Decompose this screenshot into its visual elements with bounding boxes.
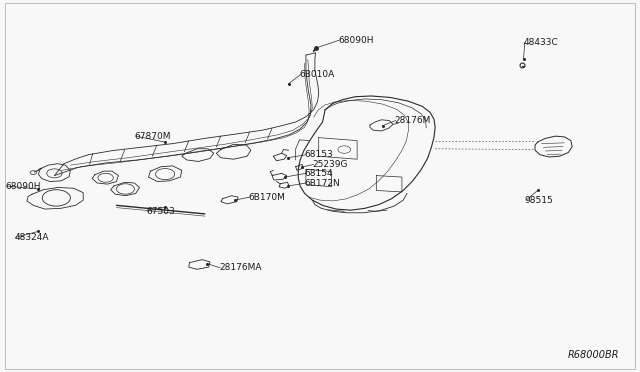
Text: 48433C: 48433C [524, 38, 558, 47]
Text: 67870M: 67870M [134, 132, 171, 141]
Text: 67503: 67503 [146, 207, 175, 216]
Text: 68090H: 68090H [338, 36, 373, 45]
Text: 68154: 68154 [305, 169, 333, 178]
Text: 28176MA: 28176MA [219, 263, 261, 272]
Text: 25239G: 25239G [312, 160, 348, 169]
Text: 6B010A: 6B010A [300, 70, 335, 79]
Text: 28176M: 28176M [394, 116, 431, 125]
Text: R68000BR: R68000BR [568, 350, 620, 360]
Text: 98515: 98515 [525, 196, 554, 205]
Text: 48324A: 48324A [14, 233, 49, 242]
Text: 68153: 68153 [305, 150, 333, 159]
Text: 6B172N: 6B172N [305, 179, 340, 187]
Text: 68090H: 68090H [5, 182, 40, 190]
Text: 6B170M: 6B170M [248, 193, 285, 202]
